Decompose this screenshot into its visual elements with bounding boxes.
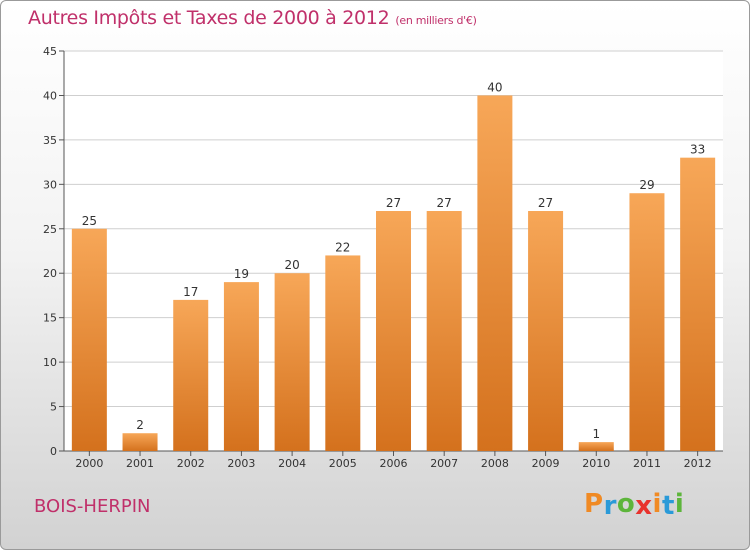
- bar: [528, 211, 564, 451]
- logo-letter: x: [635, 491, 653, 521]
- data-label: 22: [335, 240, 350, 254]
- data-label: 27: [386, 196, 401, 210]
- y-tick-label: 40: [43, 89, 57, 102]
- logo-letter: i: [674, 489, 685, 519]
- y-tick-label: 0: [50, 445, 57, 458]
- data-label: 27: [437, 196, 452, 210]
- bar: [426, 211, 462, 451]
- bar: [680, 157, 716, 451]
- y-tick-label: 5: [50, 401, 57, 414]
- bar: [477, 95, 513, 451]
- x-tick-label: 2003: [227, 457, 255, 470]
- bar: [629, 193, 665, 451]
- x-tick-label: 2011: [633, 457, 661, 470]
- bar: [223, 282, 259, 451]
- bar: [71, 228, 107, 451]
- bar: [376, 211, 411, 451]
- y-tick-label: 30: [43, 178, 57, 191]
- x-tick-label: 2000: [75, 457, 103, 470]
- chart-title: Autres Impôts et Taxes de 2000 à 2012 (en…: [28, 7, 477, 29]
- y-tick-label: 35: [43, 134, 57, 147]
- y-tick-label: 45: [43, 45, 57, 58]
- logo-letter: t: [661, 491, 675, 521]
- logo-letter: r: [603, 491, 617, 521]
- x-tick-label: 2001: [126, 457, 154, 470]
- chart-unit: (en milliers d'€): [395, 14, 477, 27]
- logo-letter: i: [652, 489, 662, 519]
- data-label: 1: [592, 427, 600, 441]
- x-tick-label: 2012: [684, 457, 712, 470]
- chart-title-text: Autres Impôts et Taxes de 2000 à 2012: [28, 7, 390, 29]
- x-tick-label: 2007: [430, 457, 458, 470]
- y-tick-label: 25: [43, 223, 57, 236]
- x-tick-label: 2005: [329, 457, 357, 470]
- x-tick-label: 2002: [177, 457, 205, 470]
- data-label: 2: [136, 418, 144, 432]
- data-label: 17: [183, 285, 198, 299]
- data-label: 40: [487, 80, 502, 94]
- data-label: 25: [82, 214, 97, 228]
- data-label: 27: [538, 196, 553, 210]
- bar: [325, 255, 361, 451]
- commune-name: BOIS-HERPIN: [34, 496, 151, 517]
- y-tick-label: 15: [43, 312, 57, 325]
- x-tick-label: 2009: [532, 457, 560, 470]
- logo-letter: o: [616, 489, 636, 519]
- bar: [578, 442, 614, 451]
- x-tick-label: 2004: [278, 457, 306, 470]
- proxiti-logo: Proxiti: [584, 489, 685, 521]
- y-tick-label: 10: [43, 356, 57, 369]
- bar: [122, 433, 158, 451]
- data-label: 20: [284, 258, 299, 272]
- x-tick-label: 2010: [582, 457, 610, 470]
- logo-letter: P: [584, 489, 604, 519]
- x-tick-label: 2008: [481, 457, 509, 470]
- x-tick-label: 2006: [380, 457, 408, 470]
- bar: [173, 299, 209, 451]
- y-tick-label: 20: [43, 267, 57, 280]
- data-label: 33: [690, 143, 705, 157]
- bar: [274, 273, 310, 451]
- data-label: 29: [639, 178, 654, 192]
- data-label: 19: [234, 267, 249, 281]
